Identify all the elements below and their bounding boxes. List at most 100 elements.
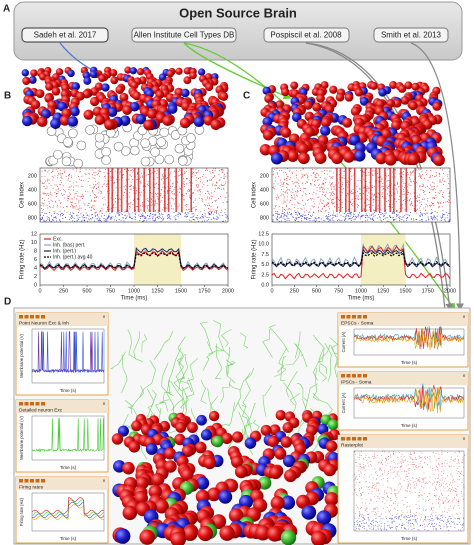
spike <box>345 212 346 214</box>
spike <box>179 170 181 172</box>
spike <box>439 206 440 208</box>
spike <box>424 177 425 179</box>
spike <box>393 219 395 221</box>
spike <box>386 507 388 508</box>
spike <box>371 214 372 216</box>
spike <box>94 197 96 199</box>
spike <box>311 214 313 216</box>
spike <box>162 174 164 176</box>
spike <box>303 188 305 190</box>
neuron <box>280 127 292 138</box>
spike <box>395 201 397 203</box>
spike <box>91 218 93 220</box>
spike <box>350 214 352 216</box>
spike <box>93 188 94 190</box>
neuron <box>122 461 135 475</box>
spike <box>417 479 419 481</box>
spike <box>437 202 439 203</box>
spike <box>421 495 423 496</box>
spike <box>455 469 457 471</box>
spike <box>434 185 435 187</box>
spike <box>64 171 66 173</box>
neuron <box>267 435 279 448</box>
spike <box>359 170 361 171</box>
spike <box>328 220 330 222</box>
spike <box>446 522 448 523</box>
spike <box>407 173 409 175</box>
spike <box>61 178 63 179</box>
spike <box>452 498 454 500</box>
spike <box>423 487 424 489</box>
neuron <box>129 101 140 112</box>
spike <box>446 483 447 484</box>
spike <box>96 218 98 220</box>
y-tick-label: 200 <box>28 173 37 179</box>
spike <box>223 184 225 186</box>
spike <box>393 212 395 214</box>
spike <box>395 526 396 528</box>
spike <box>105 219 107 221</box>
spike <box>214 176 216 178</box>
spike <box>176 181 178 183</box>
spike <box>129 206 130 208</box>
spike <box>418 168 420 170</box>
spike <box>57 214 59 216</box>
spike <box>211 177 213 179</box>
spike <box>440 168 441 169</box>
spike <box>85 217 87 219</box>
spike <box>60 203 61 204</box>
x-tick-label: 0 <box>270 288 273 294</box>
spike <box>441 483 442 485</box>
spike <box>396 190 398 192</box>
spike <box>169 190 171 191</box>
dendrite <box>159 399 170 413</box>
spike <box>349 192 351 193</box>
spike <box>331 178 333 179</box>
spike <box>46 194 48 196</box>
spike-burst <box>149 168 151 212</box>
spike <box>386 473 388 475</box>
spike <box>149 216 151 217</box>
spike <box>412 458 414 460</box>
spike <box>429 476 431 478</box>
spike <box>425 213 427 215</box>
spike <box>439 174 441 175</box>
spike <box>92 192 94 194</box>
spike-burst <box>181 168 183 212</box>
spike-burst <box>126 168 129 212</box>
spike <box>445 478 447 480</box>
spike <box>113 207 115 209</box>
spike <box>332 198 333 200</box>
spike <box>419 480 421 482</box>
spike <box>161 213 163 215</box>
spike <box>280 195 282 196</box>
spike <box>446 463 448 465</box>
spike <box>301 173 303 175</box>
spike <box>436 494 438 496</box>
spike <box>129 174 131 176</box>
spike <box>131 218 133 220</box>
spike <box>332 217 334 218</box>
spike <box>142 212 144 214</box>
spike <box>190 220 192 222</box>
spike <box>132 203 134 205</box>
axis-label: Current (A) <box>341 331 346 352</box>
spike <box>385 516 387 518</box>
spike <box>103 196 105 198</box>
spike <box>382 501 383 502</box>
spike <box>107 215 109 217</box>
spike <box>447 178 449 180</box>
spike <box>68 175 70 177</box>
window-title: Firing rates <box>19 484 44 490</box>
spike-burst <box>361 168 363 212</box>
spike <box>381 469 382 471</box>
spike <box>386 459 387 460</box>
spike <box>359 515 360 517</box>
spike <box>440 525 441 527</box>
spike <box>112 216 114 218</box>
spike <box>81 198 83 199</box>
spike <box>193 207 195 208</box>
spike <box>377 522 378 523</box>
spike <box>293 197 295 199</box>
spike <box>287 196 289 198</box>
